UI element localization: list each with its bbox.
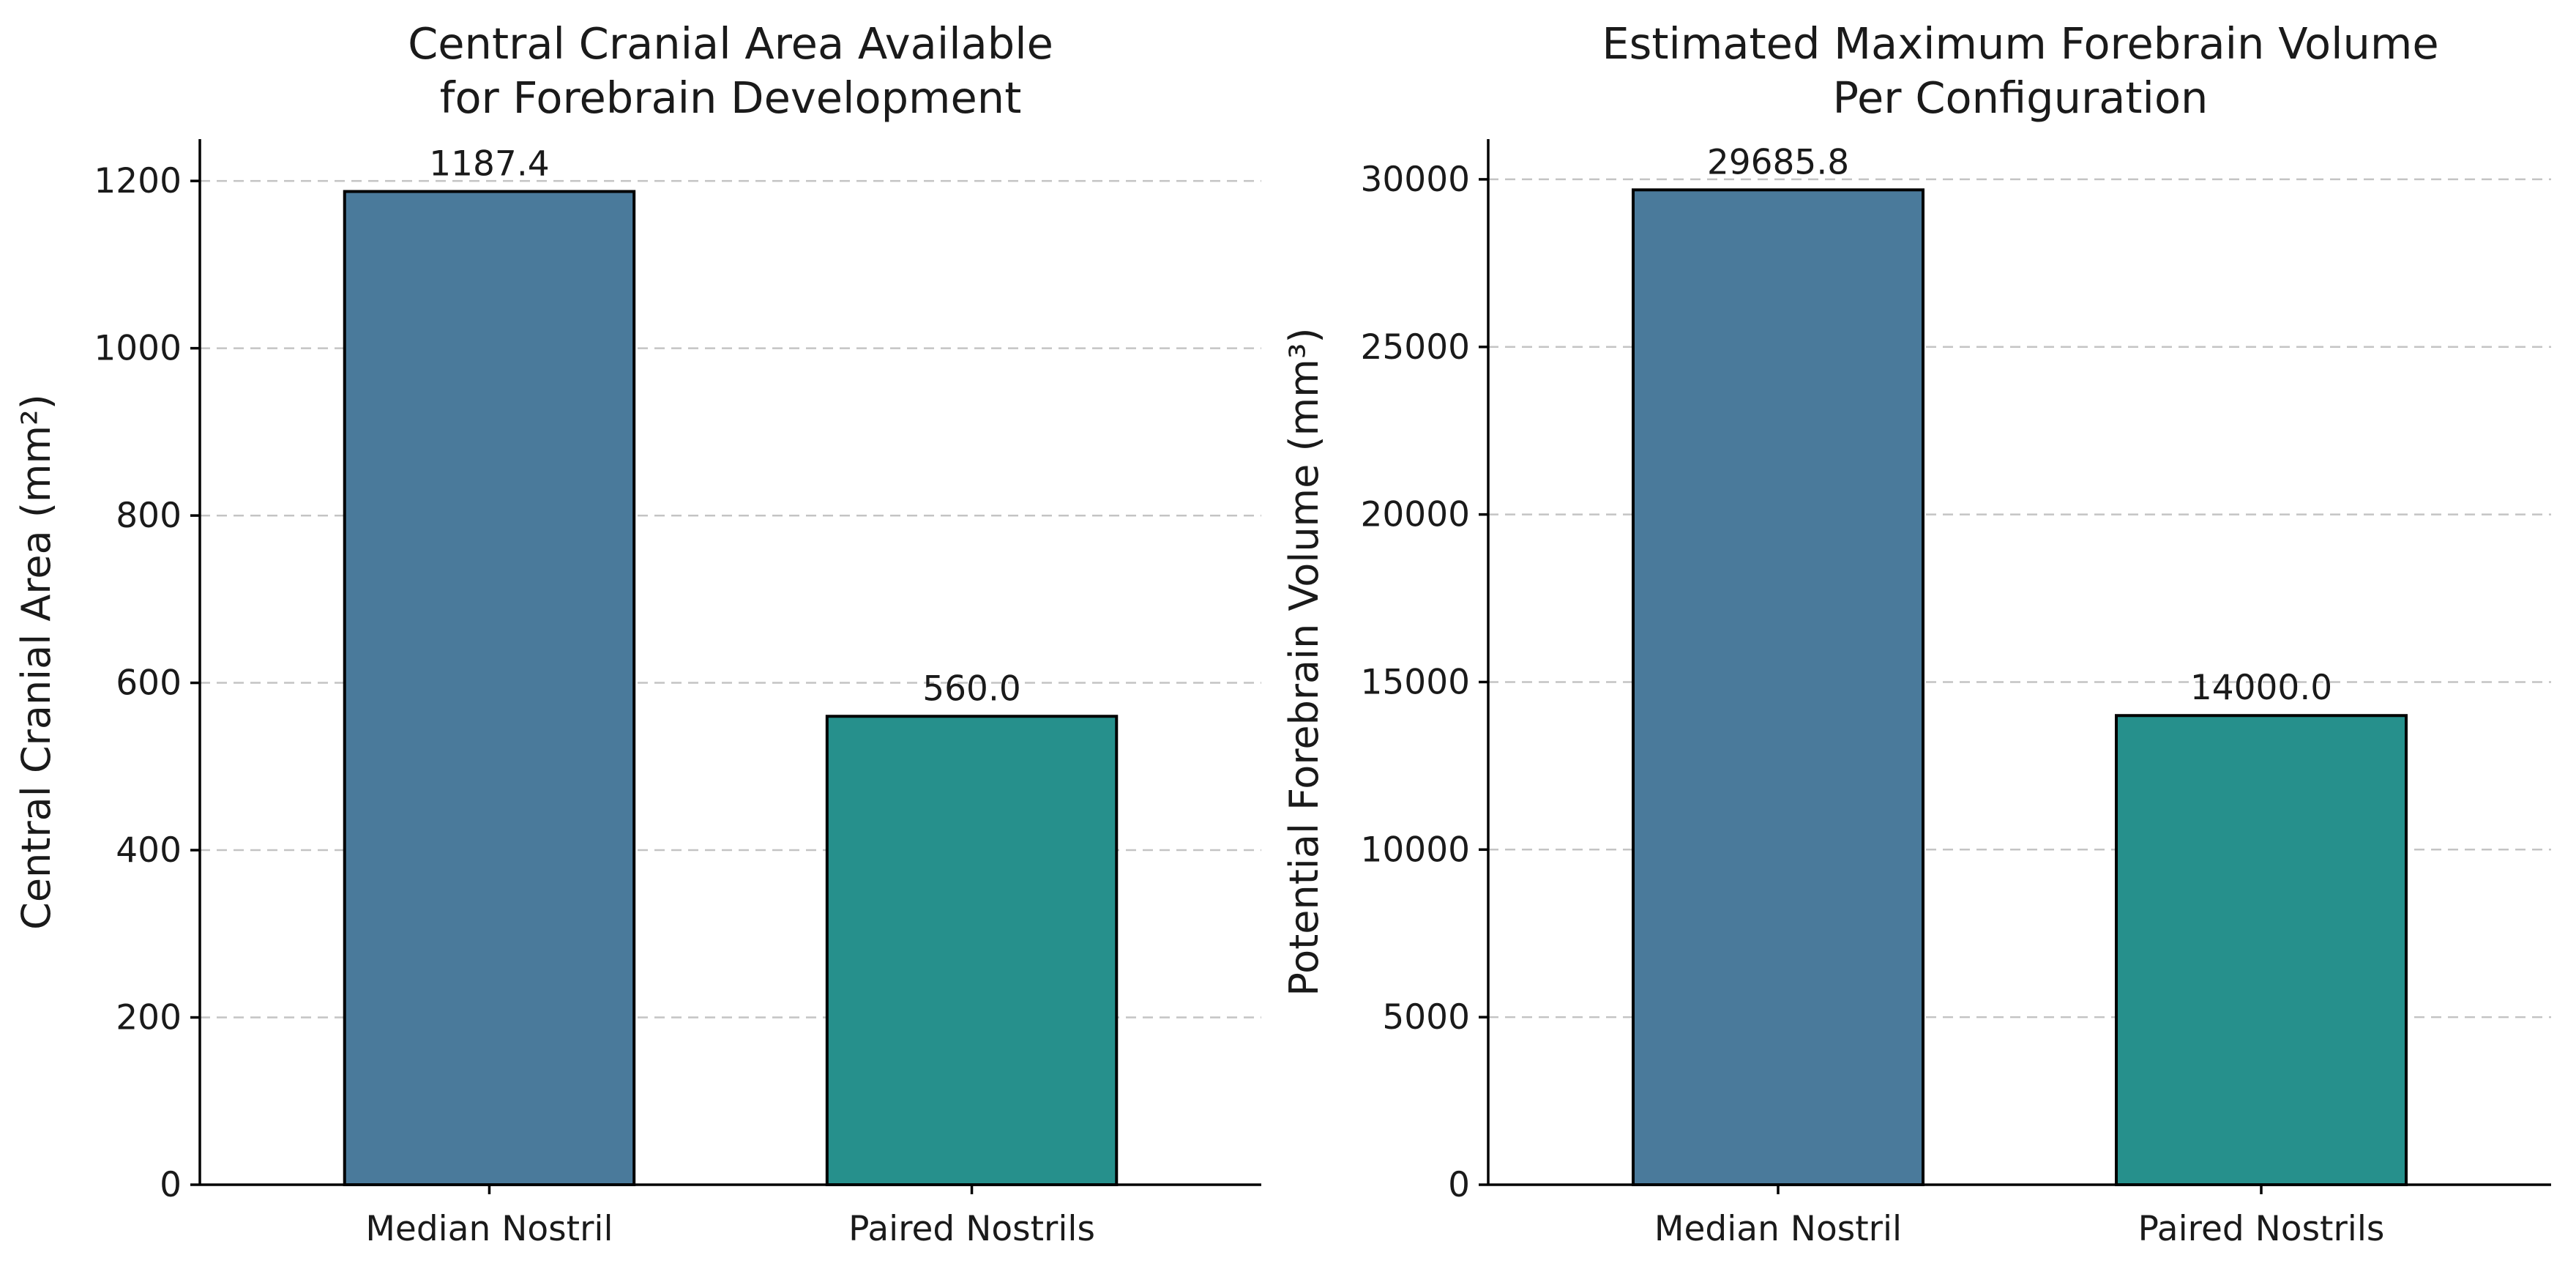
y-tick-label: 200 [116, 998, 182, 1038]
bar [825, 715, 1119, 1186]
y-tick-label: 1000 [94, 329, 182, 369]
y-tick-label: 10000 [1360, 830, 1470, 870]
bar [343, 190, 636, 1186]
y-tick-label: 400 [116, 830, 182, 871]
y-tick-label: 0 [1448, 1165, 1470, 1205]
chart-title-line: Per Configuration [1833, 72, 2209, 123]
y-tick-label: 25000 [1360, 327, 1470, 368]
y-tick-label: 30000 [1360, 160, 1470, 200]
chart-title-line: for Forebrain Development [440, 72, 1022, 123]
bar-value-label: 560.0 [922, 669, 1021, 709]
y-tick-label: 800 [116, 496, 182, 536]
bar [2115, 714, 2408, 1186]
x-tick-label: Paired Nostrils [848, 1209, 1095, 1249]
chart-title-line: Estimated Maximum Forebrain Volume [1602, 18, 2438, 69]
y-tick-label: 600 [116, 663, 182, 704]
y-tick-label: 5000 [1382, 997, 1470, 1038]
y-tick-label: 15000 [1360, 662, 1470, 702]
x-tick-label: Paired Nostrils [2138, 1209, 2385, 1249]
bar [1632, 188, 1924, 1187]
x-tick-label: Median Nostril [365, 1209, 613, 1249]
y-tick-label: 0 [160, 1165, 182, 1205]
y-axis-label: Central Cranial Area (mm²) [13, 394, 59, 930]
y-tick-label: 20000 [1360, 495, 1470, 535]
bar-value-label: 14000.0 [2190, 668, 2332, 708]
bar-value-label: 1187.4 [429, 144, 549, 185]
bar-value-label: 29685.8 [1707, 142, 1849, 182]
y-axis-label: Potential Forebrain Volume (mm³) [1281, 327, 1327, 996]
y-tick-label: 1200 [94, 161, 182, 201]
x-tick-label: Median Nostril [1654, 1209, 1902, 1249]
chart-title-line: Central Cranial Area Available [408, 18, 1053, 69]
